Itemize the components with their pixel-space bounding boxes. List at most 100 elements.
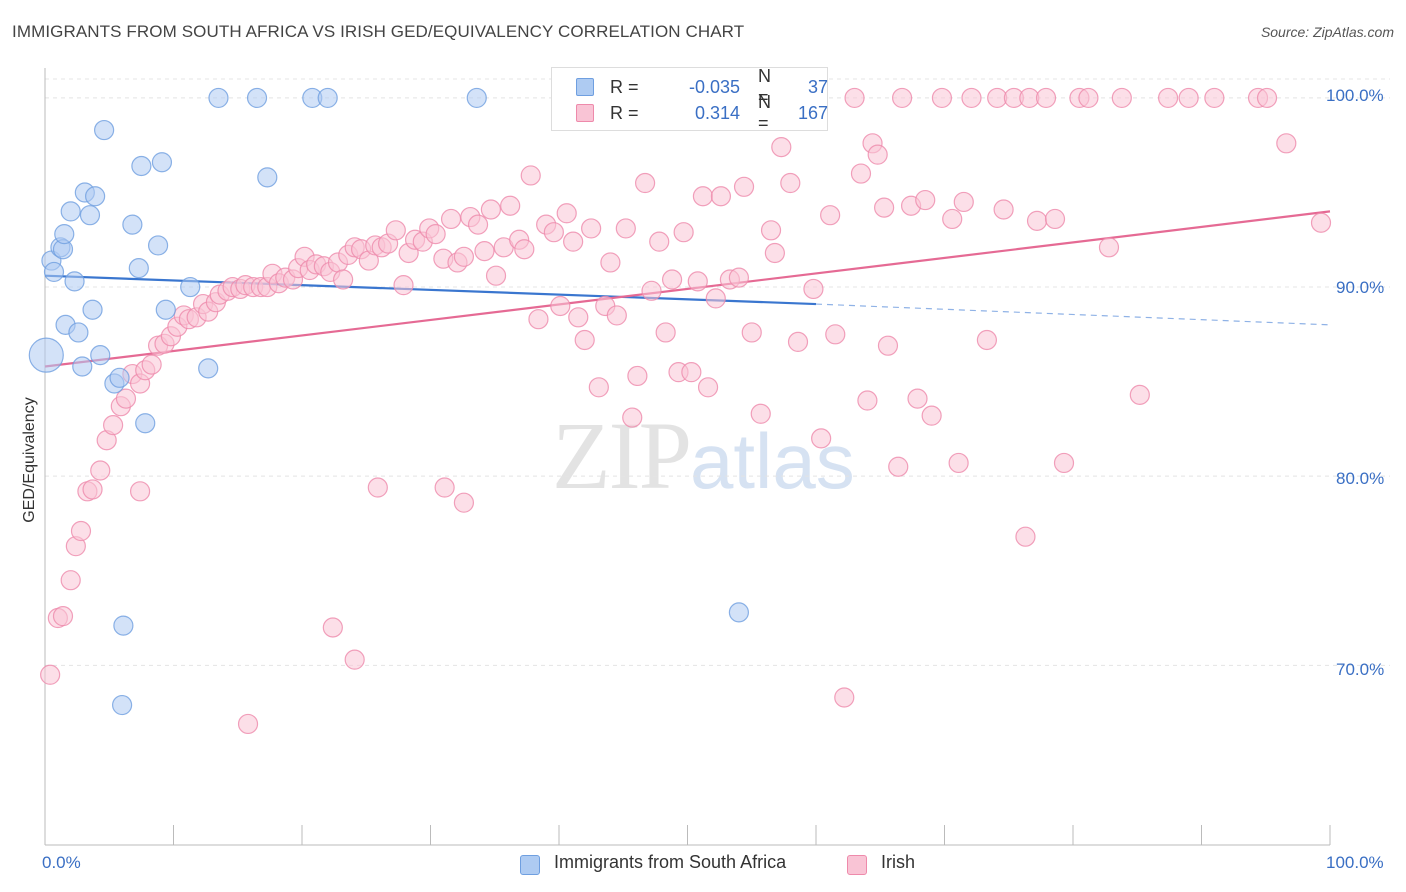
legend-r-label: R = <box>610 102 639 123</box>
series-south-africa <box>28 87 750 716</box>
data-point <box>453 246 475 267</box>
data-point <box>344 649 365 670</box>
data-point <box>1129 384 1150 405</box>
y-axis-label: GED/Equivalency <box>21 397 38 523</box>
legend-n-value: 37 <box>807 76 828 97</box>
data-point <box>122 214 143 235</box>
data-point <box>574 329 595 351</box>
data-point <box>961 87 982 109</box>
y-tick-80: 80.0% <box>1336 469 1385 488</box>
data-point <box>155 299 176 320</box>
data-point <box>1098 237 1120 258</box>
data-point <box>528 309 549 330</box>
data-point <box>857 390 878 411</box>
data-point <box>1053 452 1075 474</box>
data-point <box>208 87 229 109</box>
x-tick-min: 0.0% <box>42 853 81 872</box>
data-point <box>907 388 928 409</box>
data-point <box>655 322 676 343</box>
data-point <box>113 615 134 636</box>
y-tick-90: 90.0% <box>1336 278 1385 297</box>
data-point <box>425 223 446 245</box>
trend-lines <box>44 210 1331 368</box>
data-point <box>710 186 732 207</box>
data-point <box>68 322 89 343</box>
data-point <box>237 713 259 735</box>
data-point <box>1035 87 1057 109</box>
data-point <box>1078 87 1099 109</box>
data-point <box>1026 210 1048 231</box>
data-point <box>953 191 974 213</box>
data-point <box>1111 87 1132 109</box>
data-point <box>367 477 388 498</box>
grid-lines <box>45 78 1390 666</box>
data-point <box>60 201 81 222</box>
chart-title: IMMIGRANTS FROM SOUTH AFRICA VS IRISH GE… <box>12 22 745 41</box>
data-point <box>103 415 124 436</box>
data-point <box>803 278 824 300</box>
legend-swatch-blue <box>576 78 594 96</box>
data-point <box>64 271 85 292</box>
data-point <box>606 305 627 326</box>
data-point <box>681 362 702 383</box>
data-point <box>568 307 589 328</box>
data-point <box>40 664 61 685</box>
data-point <box>867 144 888 165</box>
data-point <box>54 223 75 245</box>
data-point <box>1276 133 1297 154</box>
watermark-zip: ZIP <box>552 402 692 509</box>
data-point <box>147 235 169 256</box>
data-point <box>115 388 137 409</box>
data-point <box>825 324 846 345</box>
data-point <box>28 337 64 373</box>
legend-r-value: 0.314 <box>694 102 740 123</box>
legend-swatch-pink <box>576 104 594 122</box>
data-point <box>1204 87 1225 109</box>
data-point <box>780 172 801 194</box>
data-point <box>787 331 809 352</box>
trend-line-south-africa-extension <box>815 303 1331 326</box>
data-point <box>760 220 782 241</box>
data-point <box>500 195 521 216</box>
data-point <box>634 172 656 194</box>
data-point <box>563 231 584 252</box>
data-point <box>750 403 771 424</box>
data-point <box>257 167 278 188</box>
data-point <box>834 687 855 708</box>
data-point <box>874 197 895 218</box>
data-point <box>764 242 785 264</box>
data-point <box>82 299 103 320</box>
data-point <box>641 280 662 301</box>
legend-n-label: N = <box>758 92 771 133</box>
legend-swatch-pink <box>847 855 867 875</box>
data-point <box>333 269 354 290</box>
legend-n-label: N = <box>758 66 771 107</box>
data-point <box>697 377 719 398</box>
data-point <box>600 252 621 273</box>
data-point <box>466 87 487 109</box>
data-point <box>43 261 65 283</box>
data-point <box>72 356 93 377</box>
y-tick-70: 70.0% <box>1336 660 1385 679</box>
data-point <box>556 203 577 224</box>
data-point <box>1015 526 1036 547</box>
data-point <box>705 288 726 309</box>
chart-source[interactable]: Source: ZipAtlas.com <box>1260 24 1394 40</box>
data-point <box>915 189 936 211</box>
data-point <box>543 222 564 243</box>
data-point <box>622 407 643 428</box>
data-point <box>79 205 101 226</box>
data-point <box>467 214 489 235</box>
data-point <box>128 258 149 279</box>
x-tick-max: 100.0% <box>1326 853 1384 872</box>
trend-line-irish <box>44 210 1331 368</box>
data-point <box>550 295 571 317</box>
data-point <box>1157 87 1179 109</box>
data-point <box>588 377 609 398</box>
data-point <box>581 218 602 239</box>
data-point <box>733 176 755 197</box>
series-irish <box>40 87 1332 735</box>
data-point <box>85 186 106 207</box>
data-point <box>90 345 111 366</box>
data-point <box>942 208 963 230</box>
